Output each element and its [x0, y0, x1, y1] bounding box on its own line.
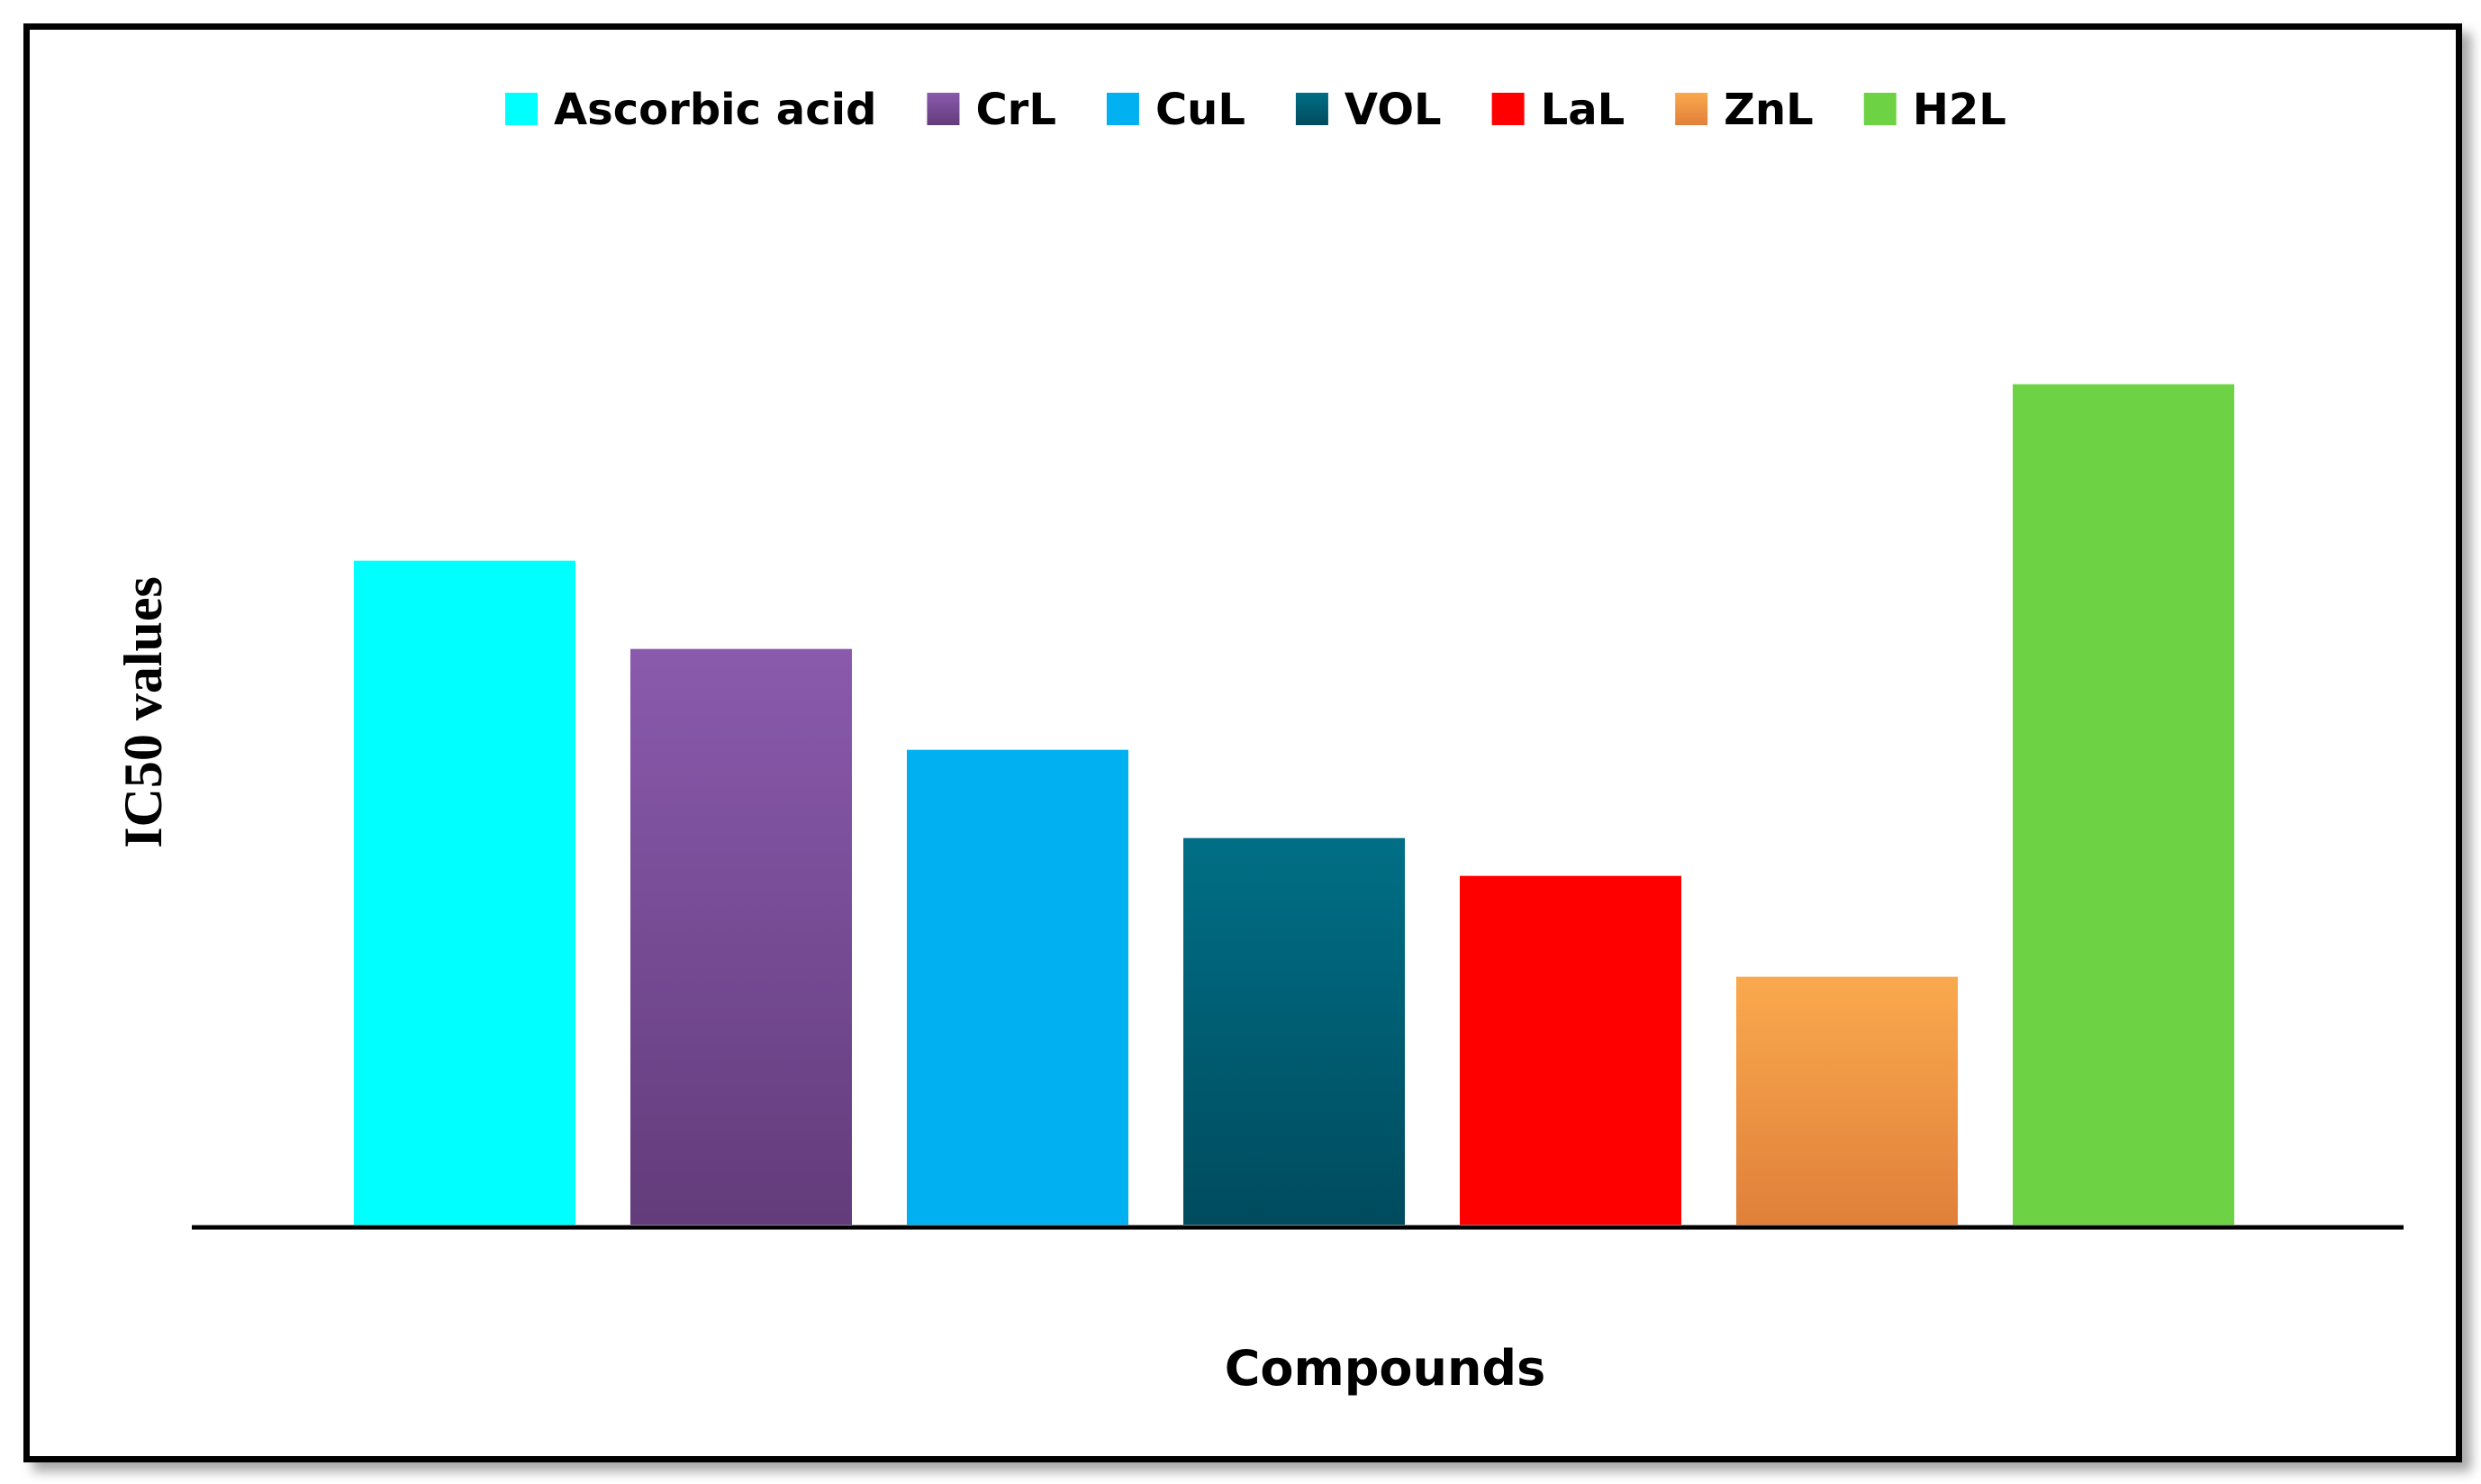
legend-label-vol: VOL [1345, 85, 1442, 135]
legend-marker-znl [1675, 93, 1708, 125]
x-axis-title: Compounds [1225, 1340, 1545, 1397]
legend-label-h2l: H2L [1913, 85, 2006, 135]
legend-marker-h2l [1863, 93, 1897, 125]
legend-marker-ascorbic-acid [505, 93, 538, 125]
legend-label-cul: CuL [1155, 85, 1245, 135]
legend-label-znl: ZnL [1724, 85, 1814, 135]
bar-vol [1183, 837, 1405, 1225]
legend-marker-vol [1295, 93, 1328, 125]
legend-label-crl: CrL [975, 85, 1055, 135]
chart-frame: Ascorbic acid CrL CuL VOL LaL ZnL H2L Compound… [23, 23, 2462, 1462]
legend-marker-cul [1106, 93, 1139, 125]
bar-znl [1736, 976, 1958, 1225]
y-axis-title: IC50 values [113, 576, 173, 848]
bars [354, 384, 2234, 1226]
chart-legend: Ascorbic acid CrL CuL VOL LaL ZnL H2L [505, 85, 2006, 135]
bar-h2l [2013, 384, 2234, 1226]
bar-ascorbic-acid [354, 560, 575, 1225]
legend-marker-crl [927, 93, 960, 125]
bar-cul [907, 749, 1128, 1225]
legend-label-ascorbic-acid: Ascorbic acid [554, 85, 876, 135]
bar-crl [630, 648, 852, 1225]
bar-chart: Ascorbic acid CrL CuL VOL LaL ZnL H2L Compound… [113, 85, 2404, 1397]
bar-lal [1460, 875, 1681, 1225]
legend-label-lal: LaL [1541, 85, 1625, 135]
legend-marker-lal [1491, 93, 1525, 125]
